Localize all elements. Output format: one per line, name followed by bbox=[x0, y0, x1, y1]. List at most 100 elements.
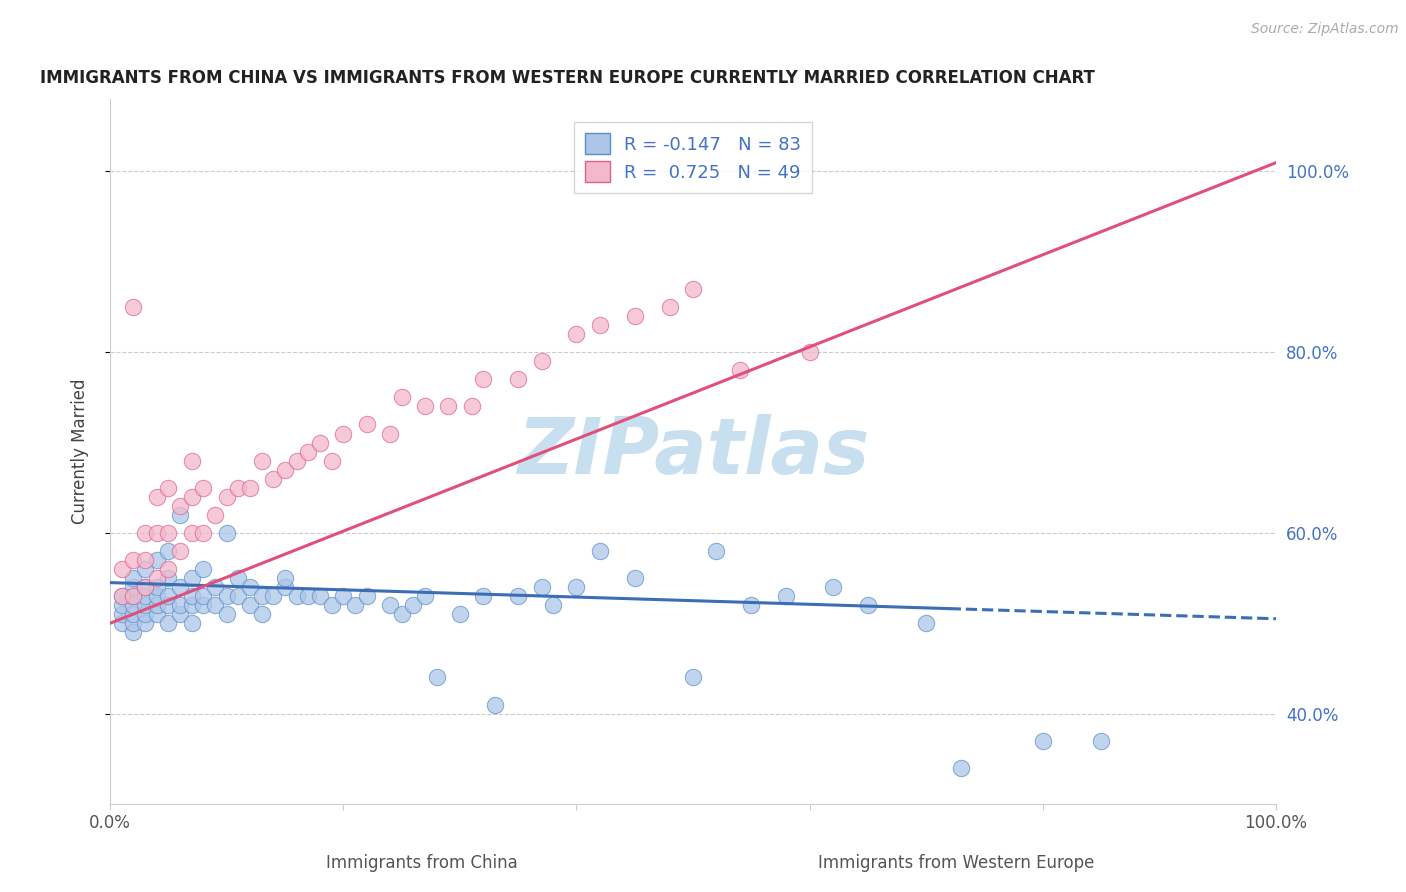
Point bbox=[169, 544, 191, 558]
Point bbox=[111, 607, 134, 622]
Y-axis label: Currently Married: Currently Married bbox=[72, 379, 89, 524]
Point bbox=[821, 580, 844, 594]
Point bbox=[157, 562, 180, 576]
Point bbox=[228, 571, 250, 585]
Text: Immigrants from Western Europe: Immigrants from Western Europe bbox=[818, 855, 1094, 872]
Point bbox=[134, 589, 156, 603]
Point bbox=[250, 589, 273, 603]
Point bbox=[437, 400, 460, 414]
Point bbox=[122, 598, 145, 612]
Point bbox=[122, 616, 145, 631]
Point bbox=[274, 580, 297, 594]
Point bbox=[157, 616, 180, 631]
Point bbox=[856, 598, 879, 612]
Point bbox=[378, 426, 401, 441]
Point bbox=[204, 580, 226, 594]
Point bbox=[215, 490, 238, 504]
Point bbox=[740, 598, 762, 612]
Point bbox=[239, 598, 262, 612]
Point bbox=[169, 598, 191, 612]
Point bbox=[122, 589, 145, 603]
Point bbox=[215, 607, 238, 622]
Point bbox=[728, 363, 751, 377]
Point bbox=[157, 571, 180, 585]
Point bbox=[157, 525, 180, 540]
Point bbox=[565, 580, 588, 594]
Point bbox=[425, 671, 447, 685]
Point bbox=[274, 463, 297, 477]
Point bbox=[472, 372, 495, 386]
Point bbox=[658, 300, 681, 314]
Point bbox=[391, 390, 413, 404]
Point bbox=[706, 544, 728, 558]
Point bbox=[180, 453, 202, 467]
Point bbox=[321, 453, 343, 467]
Point bbox=[449, 607, 471, 622]
Point bbox=[157, 481, 180, 495]
Point bbox=[145, 525, 167, 540]
Point bbox=[297, 589, 319, 603]
Point bbox=[239, 580, 262, 594]
Point bbox=[508, 589, 530, 603]
Point bbox=[378, 598, 401, 612]
Point bbox=[111, 616, 134, 631]
Point bbox=[356, 589, 378, 603]
Point bbox=[484, 698, 506, 712]
Point bbox=[169, 508, 191, 522]
Point bbox=[530, 580, 553, 594]
Point bbox=[262, 472, 284, 486]
Point bbox=[413, 400, 436, 414]
Point bbox=[250, 453, 273, 467]
Point bbox=[193, 562, 215, 576]
Point bbox=[111, 562, 134, 576]
Point bbox=[309, 435, 332, 450]
Point bbox=[180, 616, 202, 631]
Point bbox=[343, 598, 366, 612]
Point bbox=[332, 589, 354, 603]
Point bbox=[589, 318, 612, 332]
Point bbox=[134, 553, 156, 567]
Point bbox=[589, 544, 612, 558]
Point bbox=[134, 562, 156, 576]
Point bbox=[682, 282, 704, 296]
Point bbox=[111, 598, 134, 612]
Point bbox=[1090, 733, 1112, 747]
Point bbox=[180, 589, 202, 603]
Point bbox=[169, 607, 191, 622]
Point bbox=[157, 598, 180, 612]
Point bbox=[530, 354, 553, 368]
Text: Immigrants from China: Immigrants from China bbox=[326, 855, 517, 872]
Point bbox=[215, 589, 238, 603]
Legend: R = -0.147   N = 83, R =  0.725   N = 49: R = -0.147 N = 83, R = 0.725 N = 49 bbox=[574, 122, 813, 193]
Point bbox=[111, 589, 134, 603]
Point bbox=[285, 453, 308, 467]
Point bbox=[193, 481, 215, 495]
Point bbox=[413, 589, 436, 603]
Point bbox=[122, 625, 145, 640]
Point bbox=[145, 607, 167, 622]
Point bbox=[472, 589, 495, 603]
Point bbox=[682, 671, 704, 685]
Point bbox=[157, 589, 180, 603]
Point bbox=[332, 426, 354, 441]
Point bbox=[122, 571, 145, 585]
Point bbox=[623, 571, 645, 585]
Point bbox=[169, 580, 191, 594]
Point bbox=[122, 553, 145, 567]
Point bbox=[565, 327, 588, 342]
Point bbox=[250, 607, 273, 622]
Point bbox=[799, 345, 821, 359]
Point bbox=[204, 598, 226, 612]
Point bbox=[134, 580, 156, 594]
Point bbox=[309, 589, 332, 603]
Point bbox=[145, 598, 167, 612]
Point bbox=[145, 571, 167, 585]
Text: ZIPatlas: ZIPatlas bbox=[517, 414, 869, 490]
Point bbox=[169, 499, 191, 513]
Point bbox=[204, 508, 226, 522]
Point bbox=[122, 607, 145, 622]
Point bbox=[180, 490, 202, 504]
Point bbox=[122, 300, 145, 314]
Point bbox=[134, 598, 156, 612]
Point bbox=[122, 580, 145, 594]
